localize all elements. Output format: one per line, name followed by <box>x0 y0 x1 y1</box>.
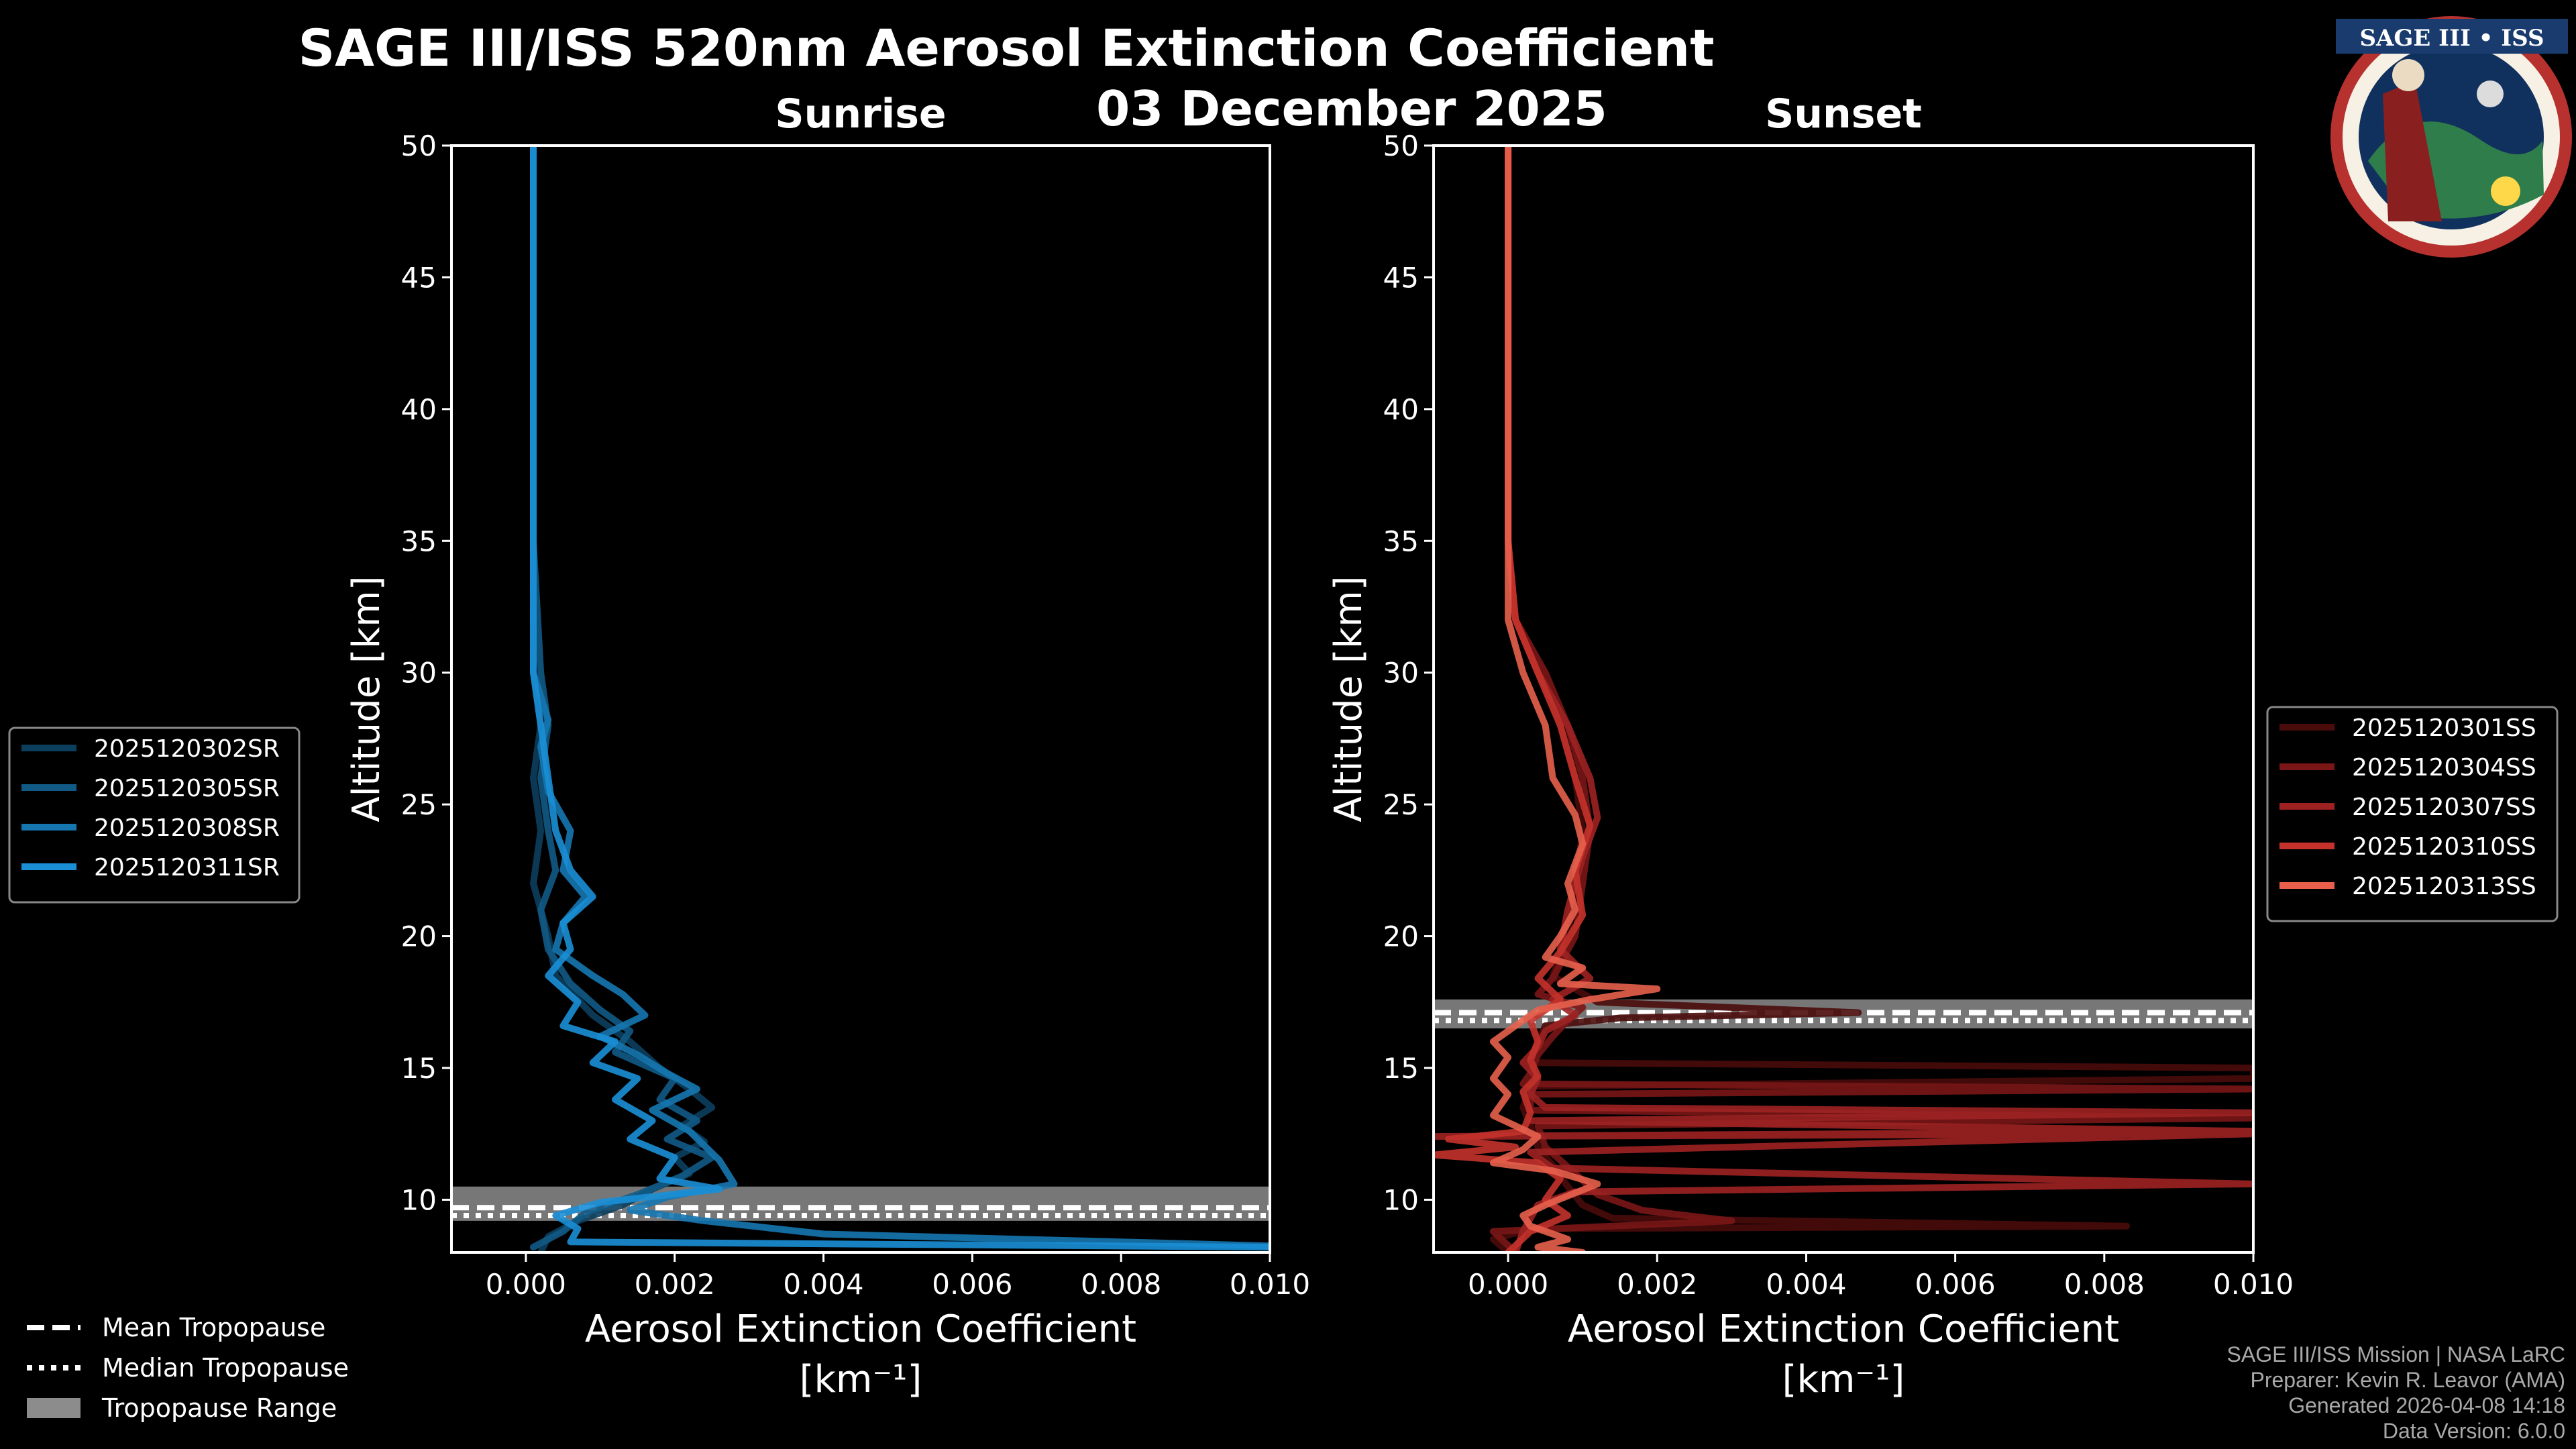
figure-date: 03 December 2025 <box>1096 80 1607 137</box>
sunset-xaxis-unit: [km⁻¹] <box>1782 1358 1905 1401</box>
sunrise-legend-label: 2025120302SR <box>94 735 280 763</box>
sunrise-xaxis-label: Aerosol Extinction Coefficient <box>585 1307 1136 1351</box>
footer-generated: Generated 2026-04-08 14:18 <box>2288 1393 2565 1417</box>
charts-root: Sunrise 10 15 20 25 30 35 40 45 50 0.000 0.002 0.004… <box>8 91 2559 1401</box>
sunset-yaxis-label: Altitude [km] <box>1327 576 1371 822</box>
footer-data-version: Data Version: 6.0.0 <box>2382 1419 2565 1443</box>
tropopause-legend: Mean Tropopause Median Tropopause Tropop… <box>27 1313 349 1423</box>
sunset-legend-label: 2025120301SS <box>2352 714 2536 742</box>
sunset-xtick-label: 0.002 <box>1617 1268 1697 1301</box>
footer-preparer: Preparer: Kevin R. Leavor (AMA) <box>2250 1368 2566 1392</box>
sage-iii-iss-mission-logo: SAGE III • ISS <box>2330 16 2572 258</box>
logo-title: SAGE III • ISS <box>2359 25 2544 52</box>
sunset-ytick-label: 30 <box>1383 657 1419 690</box>
sunset-ytick-label: 45 <box>1383 261 1419 294</box>
sunset-legend-frame <box>2266 706 2559 922</box>
sunrise-plot-area <box>451 146 1270 1252</box>
sunrise-legend-label: 2025120308SR <box>94 814 280 842</box>
sunset-panel: Sunset 10 15 20 25 30 35 40 45 50 0.000 0.002 0.004 0… <box>1327 91 2559 1401</box>
mean-tropopause-label: Mean Tropopause <box>102 1313 325 1342</box>
sunset-xtick-label: 0.000 <box>1468 1268 1548 1301</box>
sunrise-xtick-label: 0.004 <box>783 1268 863 1301</box>
sunset-legend-label: 2025120307SS <box>2352 794 2536 821</box>
sunset-panel-title: Sunset <box>1765 91 1922 138</box>
sunrise-legend-label: 2025120311SR <box>94 854 280 881</box>
sunrise-ytick-label: 30 <box>401 657 437 690</box>
sunrise-legend-label: 2025120305SR <box>94 775 280 802</box>
sunrise-xaxis-unit: [km⁻¹] <box>800 1358 922 1401</box>
sunrise-profile-2025120311SR <box>530 146 1270 1251</box>
sunrise-xtick-label: 0.010 <box>1230 1268 1310 1301</box>
sunrise-ytick-label: 50 <box>401 129 437 162</box>
sunrise-ytick-label: 40 <box>401 393 437 426</box>
sunrise-panel-title: Sunrise <box>775 91 946 138</box>
sunset-legend: 2025120301SS 2025120304SS 2025120307SS 2025… <box>2266 706 2559 922</box>
sunset-ytick-label: 15 <box>1383 1052 1419 1085</box>
sunrise-legend-frame <box>8 727 301 904</box>
footer-mission: SAGE III/ISS Mission | NASA LaRC <box>2226 1342 2565 1366</box>
sunset-xaxis-label: Aerosol Extinction Coefficient <box>1568 1307 2119 1351</box>
sunrise-profiles <box>530 146 1270 1252</box>
sunset-profiles <box>1434 146 2253 1252</box>
sunset-xtick-label: 0.004 <box>1766 1268 1846 1301</box>
sunrise-ytick-label: 20 <box>401 920 437 953</box>
sunrise-ytick-label: 35 <box>401 525 437 557</box>
sunset-axes-frame <box>1432 144 2255 1254</box>
sunset-ytick-label: 50 <box>1383 129 1419 162</box>
sunrise-legend: 2025120302SR 2025120305SR 2025120308SR 2025… <box>8 727 301 904</box>
sunset-xtick-label: 0.006 <box>1915 1268 1996 1301</box>
sunrise-xtick-label: 0.002 <box>635 1268 715 1301</box>
sunset-legend-label: 2025120313SS <box>2352 873 2536 900</box>
sunrise-profile-2025120305SR <box>530 146 716 1251</box>
sunset-legend-label: 2025120310SS <box>2352 833 2536 861</box>
sunset-xtick-label: 0.010 <box>2213 1268 2294 1301</box>
sunrise-yaxis-label: Altitude [km] <box>345 576 388 822</box>
sunrise-ytick-label: 45 <box>401 261 437 294</box>
sunset-ytick-label: 20 <box>1383 920 1419 953</box>
sunset-profile-2025120310SS <box>1434 146 1594 1252</box>
sunset-ytick-label: 10 <box>1383 1183 1419 1216</box>
median-tropopause-label: Median Tropopause <box>102 1353 349 1383</box>
sunrise-xtick-label: 0.006 <box>932 1268 1012 1301</box>
sunset-profile-2025120313SS <box>1489 146 1661 1252</box>
sunset-ytick-label: 40 <box>1383 393 1419 426</box>
tropopause-range-swatch <box>27 1398 80 1418</box>
tropopause-range-label: Tropopause Range <box>101 1393 337 1423</box>
sunrise-ytick-label: 25 <box>401 788 437 821</box>
sunrise-ytick-label: 15 <box>401 1052 437 1085</box>
sunrise-axes-frame <box>450 144 1271 1254</box>
sunset-legend-label: 2025120304SS <box>2352 754 2536 782</box>
sunset-xtick-label: 0.008 <box>2064 1268 2145 1301</box>
sunset-ytick-label: 25 <box>1383 788 1419 821</box>
sunset-ytick-label: 35 <box>1383 525 1419 557</box>
sunrise-xtick-label: 0.000 <box>486 1268 566 1301</box>
sunrise-xtick-label: 0.008 <box>1081 1268 1161 1301</box>
sunrise-ytick-label: 10 <box>401 1183 437 1216</box>
footer-credits: SAGE III/ISS Mission | NASA LaRC Prepare… <box>2227 1342 2565 1444</box>
sunrise-panel: Sunrise 10 15 20 25 30 35 40 45 50 0.000 0.002 0.004… <box>8 91 1310 1401</box>
figure-title: SAGE III/ISS 520nm Aerosol Extinction Co… <box>298 18 1714 78</box>
